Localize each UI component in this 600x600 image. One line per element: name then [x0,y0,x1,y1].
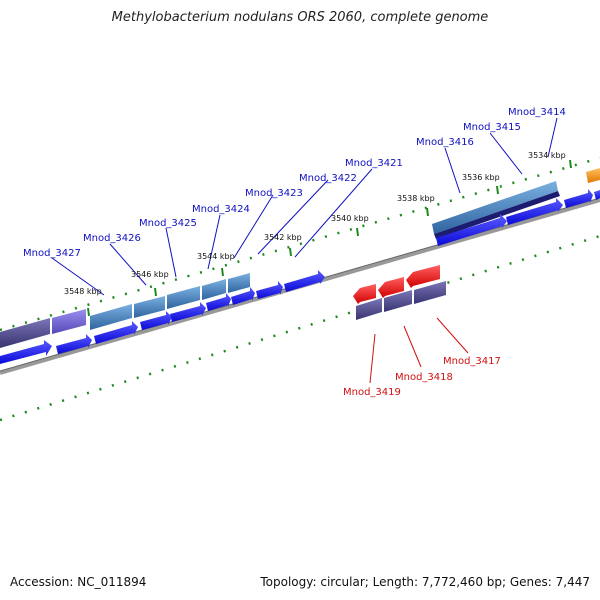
ruler-labels: 3534 kbp 3536 kbp 3538 kbp 3540 kbp 3542… [64,151,566,296]
cds-arrow[interactable] [506,198,563,225]
gene-label-mnod-3423[interactable]: Mnod_3423 [245,188,303,199]
red-cds-arrow[interactable] [353,284,376,304]
gene-mnod-3415-band[interactable] [434,191,560,239]
cds-arrow[interactable] [594,190,600,200]
reverse-ruler [0,234,600,422]
gene-mnod-3425-block[interactable] [134,296,165,318]
kbp-3538-label: 3538 kbp [397,194,435,203]
red-cds-arrow[interactable] [378,277,404,298]
gene-label-mnod-3424[interactable]: Mnod_3424 [192,204,250,215]
gene-mnod-3422-block[interactable] [228,273,250,293]
gene-label-mnod-3425[interactable]: Mnod_3425 [139,218,197,229]
kbp-3542-label: 3542 kbp [264,233,302,242]
gene-label-mnod-3415[interactable]: Mnod_3415 [463,122,521,133]
cds-arrow[interactable] [56,334,92,354]
cds-arrow[interactable] [256,281,283,299]
forward-ruler [0,156,600,332]
cds-arrow[interactable] [564,189,593,208]
forward-gene-track [0,168,600,348]
genome-summary-label: Topology: circular; Length: 7,772,460 bp… [260,575,590,589]
kbp-3536-label: 3536 kbp [462,173,500,182]
gene-violet-block[interactable] [52,309,86,334]
genome-title: Methylobacterium nodulans ORS 2060, comp… [111,10,489,25]
gene-label-mnod-3427[interactable]: Mnod_3427 [23,248,81,259]
accession-label: Accession: NC_011894 [10,575,147,589]
cds-arrow[interactable] [231,287,255,305]
kbp-3548-label: 3548 kbp [64,287,102,296]
gene-label-mnod-3414[interactable]: Mnod_3414 [508,107,566,118]
forward-cds-arrows [0,189,600,364]
cds-arrow[interactable] [284,270,325,292]
gene-mnod-3414-block[interactable] [586,168,600,183]
cds-arrow[interactable] [436,214,507,246]
gene-label-mnod-3422[interactable]: Mnod_3422 [299,173,357,184]
cds-arrow[interactable] [170,302,206,322]
reverse-gene-track [353,265,446,320]
cds-arrow[interactable] [206,293,231,311]
kbp-3540-label: 3540 kbp [331,214,369,223]
gene-label-mnod-3417[interactable]: Mnod_3417 [443,356,501,367]
cds-arrow[interactable] [140,311,172,330]
ruler-major-ticks [87,159,572,317]
gene-mnod-3418-block[interactable] [384,290,412,312]
kbp-3544-label: 3544 kbp [197,252,235,261]
cds-arrow[interactable] [0,340,52,364]
gene-label-mnod-3416[interactable]: Mnod_3416 [416,137,474,148]
callout-lines [51,117,558,384]
gene-mnod-3416-block[interactable] [432,181,558,234]
gene-label-mnod-3418[interactable]: Mnod_3418 [395,372,453,383]
kbp-3546-label: 3546 kbp [131,270,169,279]
gene-label-mnod-3419[interactable]: Mnod_3419 [343,387,401,398]
forward-gene-labels: Mnod_3414 Mnod_3415 Mnod_3416 Mnod_3421 … [23,107,566,259]
gene-mnod-3427-block[interactable] [0,318,50,348]
gene-mnod-3423-block[interactable] [202,279,226,300]
gene-mnod-3419-block[interactable] [356,298,382,320]
red-cds-arrow[interactable] [406,265,440,288]
gene-label-mnod-3421[interactable]: Mnod_3421 [345,158,403,169]
reverse-gene-labels: Mnod_3417 Mnod_3418 Mnod_3419 [343,356,501,398]
gene-mnod-3417-block[interactable] [414,281,446,304]
gene-label-mnod-3426[interactable]: Mnod_3426 [83,233,141,244]
kbp-3534-label: 3534 kbp [528,151,566,160]
gene-mnod-3424-block[interactable] [167,286,200,309]
gene-mnod-3426-block[interactable] [90,304,132,330]
cds-arrow[interactable] [94,321,138,344]
